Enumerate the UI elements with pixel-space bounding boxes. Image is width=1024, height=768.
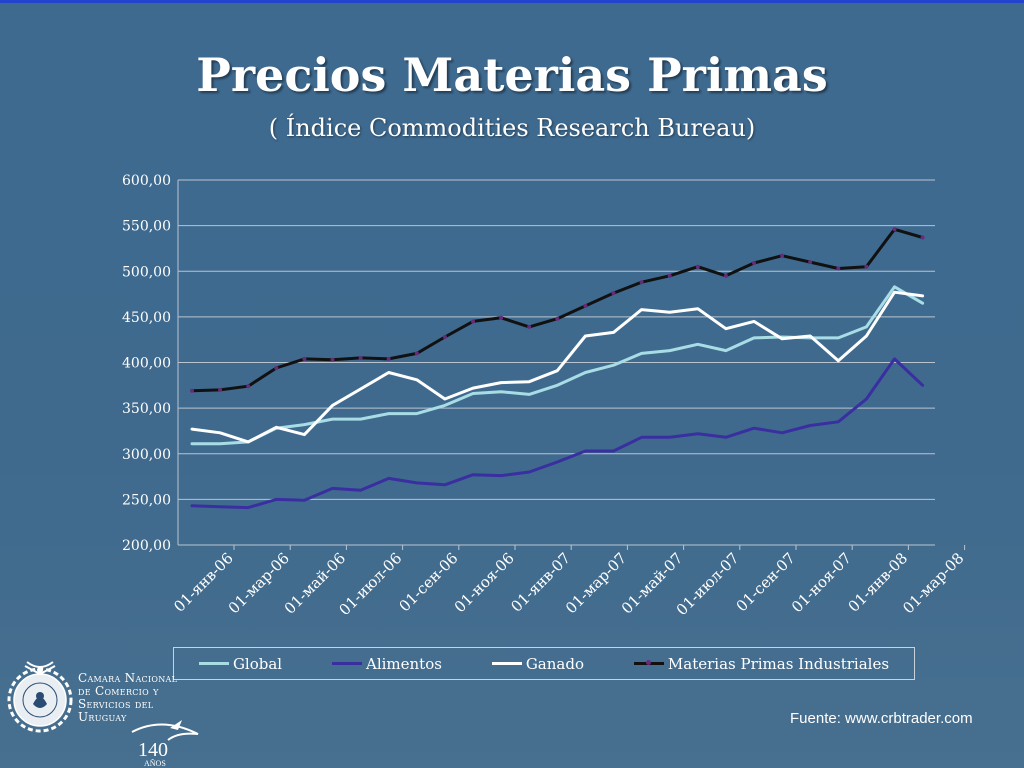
y-tick-label: 600,00 xyxy=(122,173,171,189)
y-tick-label: 200,00 xyxy=(122,538,171,554)
series-point-3 xyxy=(527,324,532,329)
legend-swatch xyxy=(198,662,229,665)
y-tick-label: 400,00 xyxy=(122,356,171,372)
series-line-2 xyxy=(190,290,925,444)
legend-swatch xyxy=(491,662,522,665)
chamber-name-line3: Servicios del xyxy=(78,697,154,711)
series-point-3 xyxy=(695,264,700,269)
y-tick-label: 450,00 xyxy=(122,310,171,326)
legend-item: Materias Primas Industriales xyxy=(633,654,890,673)
legend-label: Global xyxy=(232,654,283,673)
series-point-3 xyxy=(386,356,391,361)
series-point-3 xyxy=(330,357,335,362)
y-tick-label: 250,00 xyxy=(122,492,171,508)
y-tick-label: 350,00 xyxy=(122,401,171,417)
series-point-3 xyxy=(920,235,925,240)
series-line-3 xyxy=(190,227,925,393)
legend-swatch xyxy=(331,662,362,665)
series-point-3 xyxy=(555,316,560,321)
series-point-3 xyxy=(471,319,475,324)
legend-item: Ganado xyxy=(491,654,584,673)
series-point-3 xyxy=(302,356,307,361)
source-note: Fuente: www.crbtrader.com xyxy=(790,710,973,727)
slide-subtitle: ( Índice Commodities Research Bureau) xyxy=(268,114,756,142)
series-point-3 xyxy=(583,303,588,308)
chamber-name-line2: de Comercio y xyxy=(78,684,159,698)
series-point-3 xyxy=(780,253,785,258)
y-tick-label: 550,00 xyxy=(122,219,171,235)
top-rule xyxy=(0,0,1024,3)
series-point-3 xyxy=(358,355,363,360)
chamber-name-line1: Camara Nacional xyxy=(78,671,178,685)
series-point-3 xyxy=(414,351,419,356)
anniversary-logo: 140 AÑOS xyxy=(131,720,199,768)
series-point-3 xyxy=(274,365,279,370)
x-tick-label: 01-ноя-07 xyxy=(788,549,855,616)
series-point-3 xyxy=(499,315,504,320)
chamber-name: Camara Nacional de Comercio y Servicios … xyxy=(78,672,177,724)
series-line-0 xyxy=(190,285,925,446)
legend-label: Ganado xyxy=(525,654,584,673)
series-point-3 xyxy=(752,261,756,266)
series-point-3 xyxy=(836,266,841,271)
x-tick-label: 01-мар-08 xyxy=(899,549,967,617)
anniversary-word: AÑOS xyxy=(144,758,166,768)
y-tick-label: 500,00 xyxy=(122,264,171,280)
legend-item: Alimentos xyxy=(331,654,442,673)
series-point-3 xyxy=(246,384,251,389)
series-point-3 xyxy=(190,388,194,393)
series-point-3 xyxy=(218,387,223,392)
legend-swatch xyxy=(633,660,664,665)
chart-legend: Global Alimentos Ganado Materias Primas Ind… xyxy=(173,647,915,680)
legend-label: Alimentos xyxy=(365,654,442,673)
series-point-3 xyxy=(611,291,616,296)
legend-label: Materias Primas Industriales xyxy=(667,654,890,673)
series-point-3 xyxy=(667,273,672,278)
y-tick-label: 300,00 xyxy=(122,447,171,463)
series-line-1 xyxy=(190,357,925,510)
series-point-3 xyxy=(864,264,869,269)
series-point-3 xyxy=(808,260,813,265)
chamber-name-line4: Uruguay xyxy=(78,710,127,724)
series-point-3 xyxy=(442,334,447,339)
legend-item: Global xyxy=(198,654,283,673)
series-point-3 xyxy=(723,273,728,278)
x-tick-label: 01-ноя-06 xyxy=(451,549,518,616)
chamber-seal-logo xyxy=(7,661,73,733)
anniversary-years: 140 xyxy=(138,739,168,761)
series-point-3 xyxy=(639,280,644,285)
series-point-3 xyxy=(892,227,897,232)
slide-title: Precios Materias Primas xyxy=(196,48,828,102)
legend-marker xyxy=(645,660,651,665)
